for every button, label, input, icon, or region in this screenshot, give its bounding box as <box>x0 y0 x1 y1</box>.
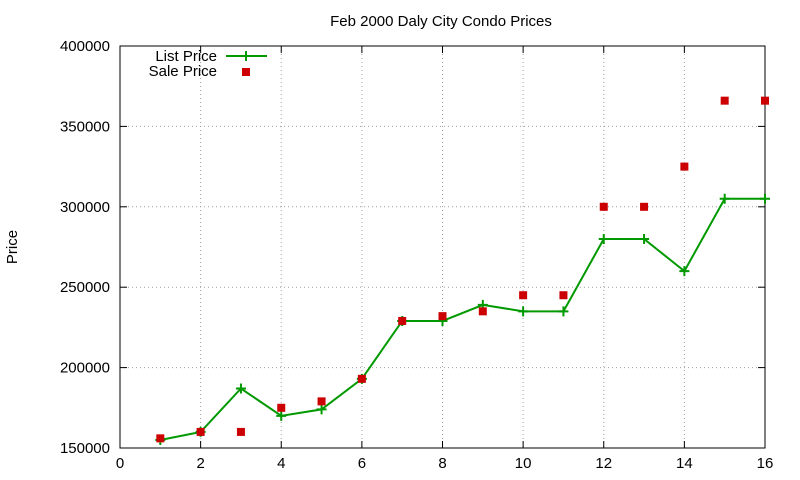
plot-frame <box>119 45 766 449</box>
y-tick-label: 350000 <box>60 118 110 135</box>
sale-price-point <box>236 427 245 436</box>
list-price-point <box>276 410 287 421</box>
sale-price-point <box>720 96 729 105</box>
x-tick-label: 2 <box>196 455 204 472</box>
x-tick-label: 10 <box>515 455 532 472</box>
list-price-point <box>558 306 569 317</box>
list-price-point <box>235 383 246 394</box>
sale-price-point <box>640 202 649 211</box>
x-tick-label: 14 <box>676 455 693 472</box>
legend-label-sale-price: Sale Price <box>149 63 217 80</box>
legend-label-list-price: List Price <box>155 48 217 65</box>
sale-price-point <box>156 434 165 443</box>
y-tick-label: 300000 <box>60 199 110 216</box>
x-tick-label: 12 <box>595 455 612 472</box>
list-price-point <box>679 266 690 277</box>
y-tick-label: 150000 <box>60 440 110 457</box>
list-price-line <box>160 197 765 441</box>
sale-price-point <box>680 162 689 171</box>
list-price-point <box>760 193 770 204</box>
sale-price-point <box>357 374 366 383</box>
series-layer <box>155 96 770 445</box>
list-price-point <box>639 233 650 244</box>
sale-price-point <box>519 291 528 300</box>
sale-price-point <box>478 307 487 316</box>
list-price-point <box>316 404 327 415</box>
x-tick-label: 16 <box>757 455 774 472</box>
sale-price-point <box>398 316 407 325</box>
list-price-point <box>719 193 730 204</box>
legend-marker-list-price <box>241 51 251 61</box>
sale-price-point <box>599 202 608 211</box>
sale-price-point <box>761 96 769 105</box>
sale-price-point <box>438 312 447 321</box>
axis-ticks: 0 2 4 6 8 10 12 14 16 150000 200000 250000 300000 350… <box>60 38 773 472</box>
y-axis-label: Price <box>4 230 21 264</box>
sale-price-point <box>317 397 326 406</box>
list-price-point <box>598 233 609 244</box>
grid-lines <box>120 46 765 448</box>
y-tick-label: 200000 <box>60 360 110 377</box>
legend-marker-sale-price <box>242 68 250 76</box>
x-tick-label: 0 <box>116 455 124 472</box>
sale-price-point <box>196 427 205 436</box>
sale-price-point <box>277 403 286 412</box>
chart-title: Feb 2000 Daly City Condo Prices <box>330 13 552 30</box>
y-tick-label: 400000 <box>60 38 110 55</box>
x-tick-label: 4 <box>277 455 285 472</box>
x-tick-label: 8 <box>438 455 446 472</box>
list-price-point <box>518 306 529 317</box>
x-tick-label: 6 <box>358 455 366 472</box>
sale-price-point <box>559 291 568 300</box>
y-tick-label: 250000 <box>60 279 110 296</box>
